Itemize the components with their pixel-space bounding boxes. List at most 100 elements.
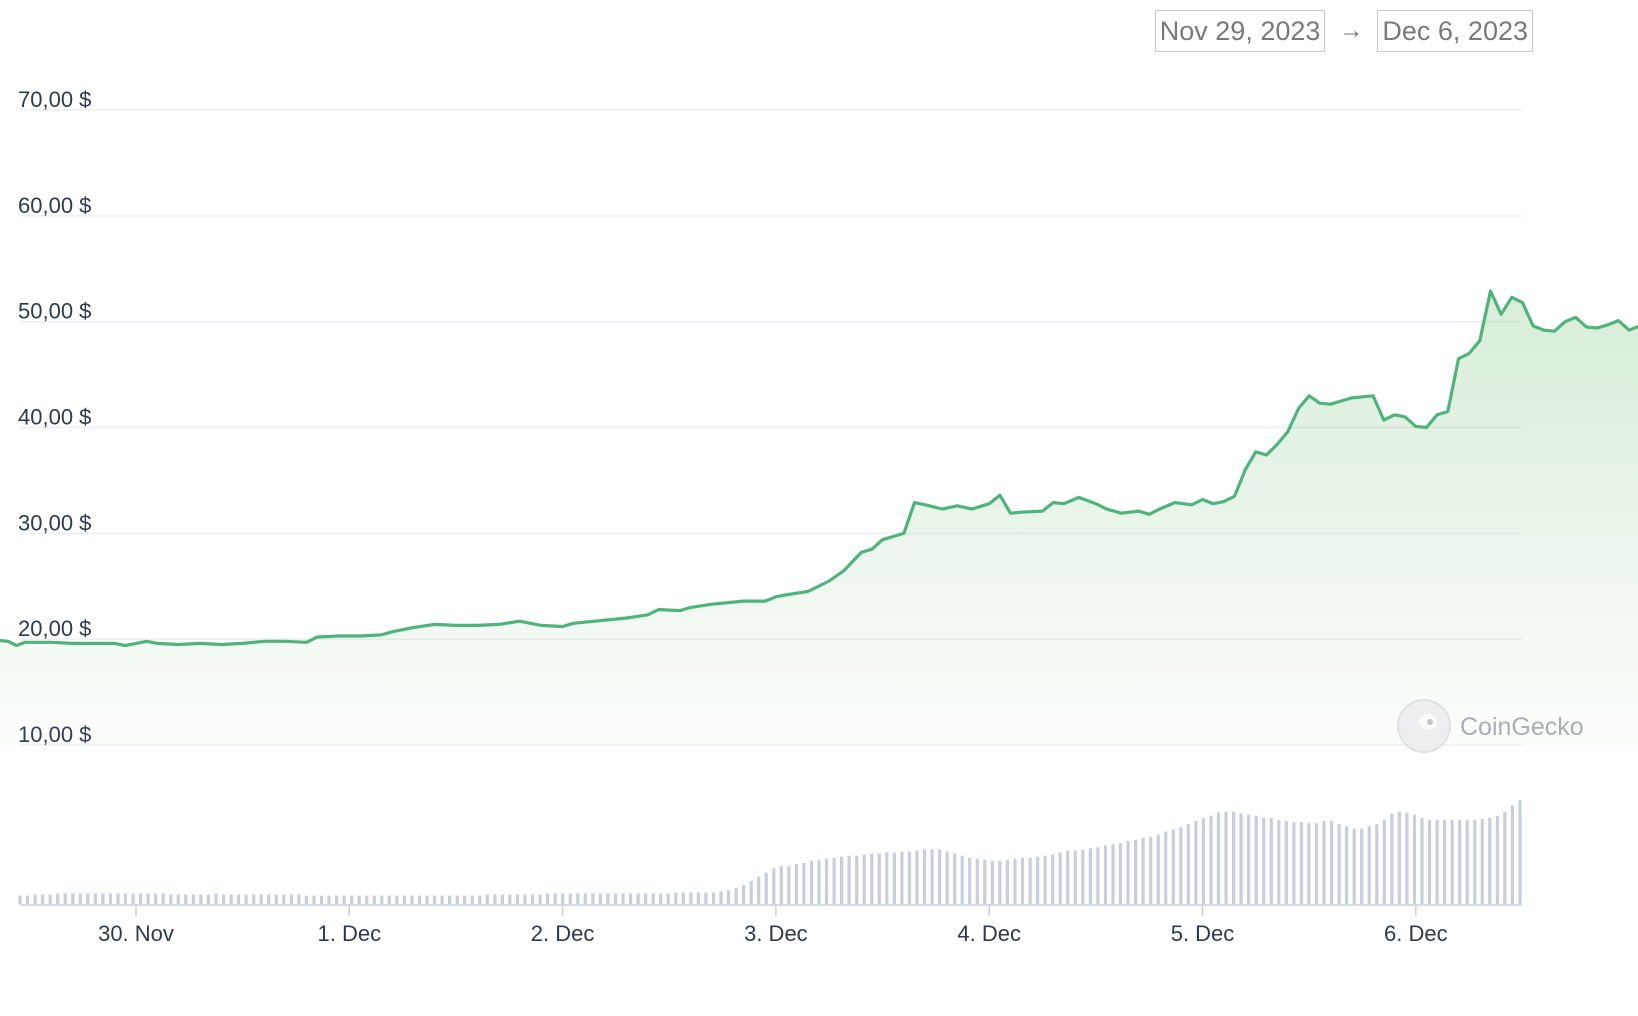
volume-bar [636,893,640,904]
volume-bar [938,849,942,904]
volume-bar [1427,820,1432,904]
volume-bar [531,894,535,904]
volume-bar [644,893,648,904]
volume-bar [1322,821,1326,904]
volume-bar [478,895,482,904]
volume-bar [659,893,663,904]
volume-bar [387,895,391,904]
volume-bar [78,893,82,904]
volume-bar [1164,831,1168,904]
volume-bar [666,893,670,904]
volume-bar [892,852,896,904]
volume-bar [1043,855,1047,904]
volume-bar [930,849,934,904]
volume-bar [229,894,233,904]
volume-bar [1375,824,1379,904]
volume-bar [1397,811,1401,904]
y-tick-label: 20,00 $ [18,616,91,641]
volume-bar [621,893,625,904]
volume-bar [25,895,30,904]
volume-bar [312,895,316,904]
date-to-field[interactable]: Dec 6, 2023 [1377,10,1533,52]
volume-bar [237,894,241,904]
volume-bar [1503,811,1507,904]
volume-bars [18,800,1522,904]
volume-bar [206,894,210,904]
volume-bar [1134,839,1138,904]
volume-bar [764,872,768,904]
volume-bar [824,858,829,904]
volume-bar [282,894,286,904]
volume-bar [734,888,738,904]
volume-bar [953,853,957,904]
volume-bar [870,853,874,904]
volume-bar [915,850,919,904]
volume-bar [33,894,37,904]
volume-bar [1239,813,1243,904]
price-area [0,291,1638,745]
volume-bar [862,854,866,904]
volume-bar [139,893,143,904]
volume-bar [365,895,369,904]
volume-bar [613,893,618,904]
volume-bar [131,893,135,904]
volume-bar [840,856,844,904]
volume-bar [395,895,399,904]
volume-bar [990,860,994,904]
volume-bar [440,895,444,904]
volume-bar [184,894,188,904]
volume-bar [1390,813,1394,904]
volume-bar [267,894,271,904]
volume-bar [681,892,685,904]
volume-bar [1412,814,1417,904]
volume-bar [244,894,248,904]
volume-bar [433,895,437,904]
volume-bar [553,893,557,904]
arrow-right-icon: → [1339,17,1364,44]
volume-bar [719,891,723,904]
volume-bar [1352,828,1356,904]
volume-bar [71,893,75,904]
volume-bar [794,864,798,904]
volume-bar [1111,844,1115,904]
volume-bar [297,894,301,904]
volume-bar [41,894,45,904]
volume-bar [546,893,550,904]
volume-bar [968,857,972,904]
volume-bar [1292,822,1296,904]
volume-bar [1088,848,1092,904]
volume-bar [1473,820,1477,904]
volume-bar [402,895,406,904]
volume-bar [711,892,716,904]
volume-bar [259,894,263,904]
volume-bar [508,894,512,904]
volume-bar [561,893,565,904]
volume-bar [116,893,120,904]
x-tick-label: 30. Nov [98,921,174,946]
volume-bar [380,895,384,904]
volume-bar [1420,817,1424,904]
volume-bar [63,893,67,904]
volume-bar [214,893,218,904]
volume-bar [327,895,331,904]
volume-bar [169,894,173,904]
volume-bar [1262,817,1266,904]
volume-bar [907,851,911,904]
volume-bar [787,866,791,904]
volume-bar [538,894,542,904]
volume-bar [1435,820,1439,904]
volume-bar [629,893,633,904]
volume-bar [1284,821,1288,904]
volume-bar [1216,812,1221,904]
volume-bar [455,895,459,904]
volume-bar [93,893,97,904]
volume-bar [154,893,158,904]
volume-bar [335,895,339,904]
volume-bar [847,855,851,904]
volume-bar [998,860,1002,904]
volume-bar [651,893,655,904]
date-from-field[interactable]: Nov 29, 2023 [1154,10,1326,52]
y-tick-label: 50,00 $ [18,299,91,324]
volume-bar [583,893,587,904]
